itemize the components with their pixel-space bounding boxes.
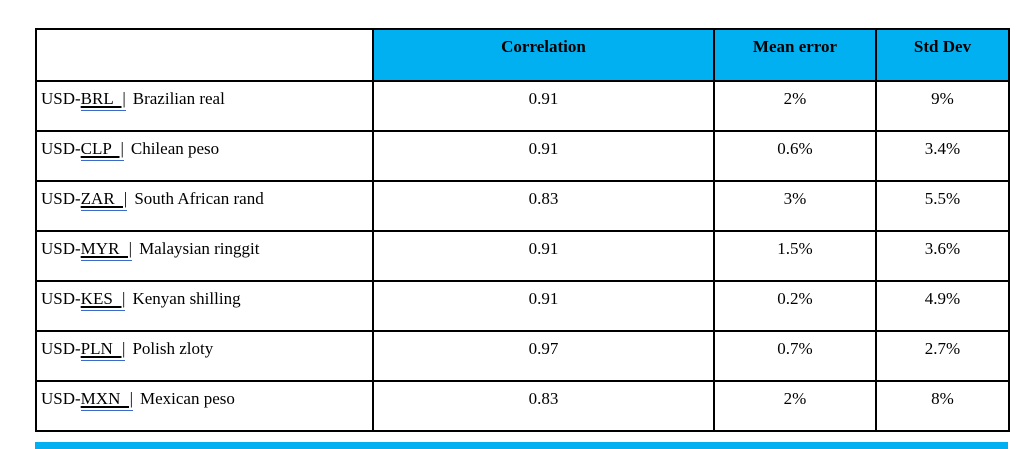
currency-code-link[interactable]: MYR | [80, 239, 133, 261]
std-dev-value: 2.7% [875, 330, 1010, 382]
table-header-row: Correlation Mean error Std Dev [35, 28, 1010, 82]
currency-code-link[interactable]: BRL | [80, 89, 126, 111]
currency-name: Malaysian ringgit [139, 239, 260, 258]
mean-error-value: 3% [713, 180, 877, 232]
pair-prefix: USD- [41, 89, 81, 108]
pair-prefix: USD- [41, 389, 81, 408]
currency-code-link[interactable]: PLN | [80, 339, 126, 361]
mean-error-value: 1.5% [713, 230, 877, 282]
pair-prefix: USD- [41, 189, 81, 208]
correlation-value: 0.83 [372, 380, 715, 432]
mean-error-value: 0.7% [713, 330, 877, 382]
mean-error-value: 2% [713, 80, 877, 132]
pair-prefix: USD- [41, 139, 81, 158]
mean-error-value: 0.2% [713, 280, 877, 332]
correlation-value: 0.91 [372, 230, 715, 282]
std-dev-value: 3.4% [875, 130, 1010, 182]
pair-label: USD-PLN | Polish zloty [35, 330, 374, 382]
currency-name: South African rand [134, 189, 264, 208]
header-cell-std-dev: Std Dev [875, 28, 1010, 82]
currency-name: Polish zloty [132, 339, 214, 358]
pair-prefix: USD- [41, 239, 81, 258]
pair-label: USD-MXN | Mexican peso [35, 380, 374, 432]
currency-code-link[interactable]: ZAR | [80, 189, 128, 211]
mean-error-value: 0.6% [713, 130, 877, 182]
pair-label: USD-CLP | Chilean peso [35, 130, 374, 182]
pair-label: USD-MYR | Malaysian ringgit [35, 230, 374, 282]
table-row-usd-brl: USD-BRL | Brazilian real 0.91 2% 9% [35, 80, 1010, 132]
header-cell-correlation: Correlation [372, 28, 715, 82]
header-cell-mean-error: Mean error [713, 28, 877, 82]
std-dev-value: 8% [875, 380, 1010, 432]
currency-code-link[interactable]: MXN | [80, 389, 133, 411]
pair-label: USD-ZAR | South African rand [35, 180, 374, 232]
pair-prefix: USD- [41, 289, 81, 308]
currency-name: Chilean peso [130, 139, 220, 158]
pair-prefix: USD- [41, 339, 81, 358]
std-dev-value: 5.5% [875, 180, 1010, 232]
pair-label: USD-BRL | Brazilian real [35, 80, 374, 132]
cropped-next-header-bar [35, 442, 1008, 449]
correlation-value: 0.91 [372, 130, 715, 182]
pair-label: USD-KES | Kenyan shilling [35, 280, 374, 332]
mean-error-value: 2% [713, 380, 877, 432]
currency-code-link[interactable]: CLP | [80, 139, 124, 161]
table-row-usd-clp: USD-CLP | Chilean peso 0.91 0.6% 3.4% [35, 130, 1010, 182]
currency-code-link[interactable]: KES | [80, 289, 126, 311]
correlation-value: 0.91 [372, 80, 715, 132]
fx-stats-table: Correlation Mean error Std Dev USD-BRL |… [35, 28, 1010, 432]
std-dev-value: 3.6% [875, 230, 1010, 282]
std-dev-value: 9% [875, 80, 1010, 132]
correlation-value: 0.91 [372, 280, 715, 332]
table-row-usd-zar: USD-ZAR | South African rand 0.83 3% 5.5% [35, 180, 1010, 232]
correlation-value: 0.83 [372, 180, 715, 232]
table-row-usd-kes: USD-KES | Kenyan shilling 0.91 0.2% 4.9% [35, 280, 1010, 332]
table-row-usd-myr: USD-MYR | Malaysian ringgit 0.91 1.5% 3.6… [35, 230, 1010, 282]
std-dev-value: 4.9% [875, 280, 1010, 332]
table-row-usd-pln: USD-PLN | Polish zloty 0.97 0.7% 2.7% [35, 330, 1010, 382]
correlation-value: 0.97 [372, 330, 715, 382]
header-cell-blank [35, 28, 374, 82]
currency-name: Brazilian real [132, 89, 225, 108]
currency-name: Kenyan shilling [132, 289, 241, 308]
currency-name: Mexican peso [140, 389, 235, 408]
table-row-usd-mxn: USD-MXN | Mexican peso 0.83 2% 8% [35, 380, 1010, 432]
